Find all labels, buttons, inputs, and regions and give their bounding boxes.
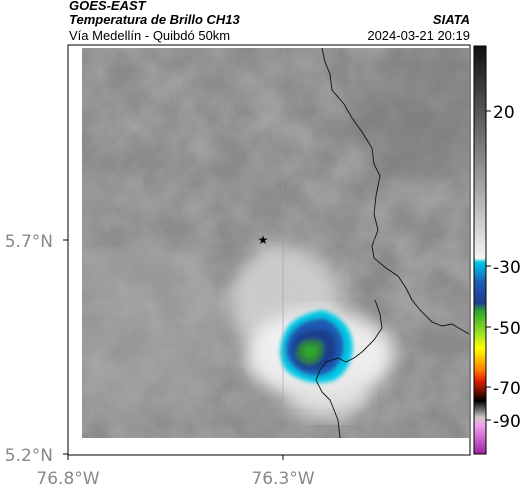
- lat-tick-5.2: 5.2°N: [5, 446, 53, 466]
- datetime-label: 2024-03-21 20:19: [367, 28, 470, 43]
- header: GOES-EAST Temperatura de Brillo CH13 Vía…: [0, 0, 526, 48]
- lon-tick-76.8: 76.8°W: [36, 469, 99, 489]
- colorbar-tick-minus50: -50: [493, 319, 521, 339]
- route-subtitle: Vía Medellín - Quibdó 50km: [69, 28, 231, 43]
- river-line: [315, 299, 383, 438]
- agency-label: SIATA: [432, 12, 470, 27]
- satellite-title: GOES-EAST: [69, 0, 146, 13]
- convective-core: [280, 310, 353, 383]
- lon-tick-76.3: 76.3°W: [251, 469, 314, 489]
- star-icon: ★: [258, 233, 269, 247]
- satellite-image: [82, 48, 469, 438]
- colorbar-tick-minus30: -30: [493, 258, 521, 278]
- colorbar: [473, 45, 487, 455]
- product-title: Temperatura de Brillo CH13: [69, 12, 240, 27]
- colorbar-tick-minus90: -90: [493, 412, 521, 432]
- border-line: [321, 48, 469, 335]
- map-frame: [67, 44, 471, 456]
- lat-tick-5.7: 5.7°N: [5, 232, 53, 252]
- colorbar-tick-20: 20: [493, 103, 515, 123]
- colorbar-tick-minus70: -70: [493, 379, 521, 399]
